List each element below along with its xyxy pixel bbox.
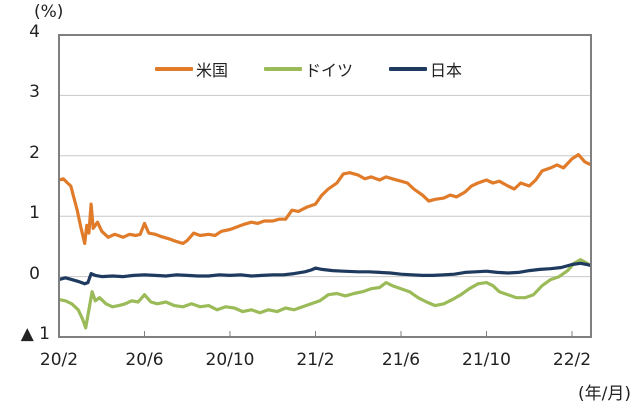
legend-item-us: 米国 [155,57,228,81]
y-tick-label: 3 [29,82,40,103]
legend-item-japan: 日本 [389,57,462,81]
x-tick-label: 20/6 [125,350,164,370]
legend-swatch-us [155,67,193,71]
y-unit-label: (%) [34,2,64,22]
x-tick-label: 21/2 [296,350,335,370]
series-line-germany [58,258,592,330]
y-tick-label: 2 [29,142,40,163]
y-tick-label: 0 [29,263,40,284]
x-unit-label: (年/月) [578,384,631,404]
y-tick-label: 1 [29,203,40,224]
x-tick-label: 21/6 [381,350,421,370]
legend: 米国 ドイツ 日本 [155,57,498,81]
y-tick-label: ▲ 1 [20,324,50,344]
legend-swatch-germany [264,67,303,71]
series-line-us [58,153,592,245]
y-tick-label: 4 [29,22,40,42]
x-tick-marks [144,331,573,337]
legend-swatch-japan [389,67,428,71]
series-lines [58,153,592,330]
legend-label-us: 米国 [196,61,229,80]
plot-frame [58,34,592,338]
legend-item-germany: ドイツ [264,57,353,81]
x-tick-label: 22/2 [552,350,592,370]
gridlines [59,94,591,278]
legend-label-japan: 日本 [430,61,463,80]
legend-label-germany: ドイツ [305,61,354,80]
x-tick-label: 21/10 [462,350,511,370]
series-line-japan [58,261,592,286]
x-tick-label: 20/10 [205,350,255,370]
x-tick-label: 20/2 [39,350,79,370]
